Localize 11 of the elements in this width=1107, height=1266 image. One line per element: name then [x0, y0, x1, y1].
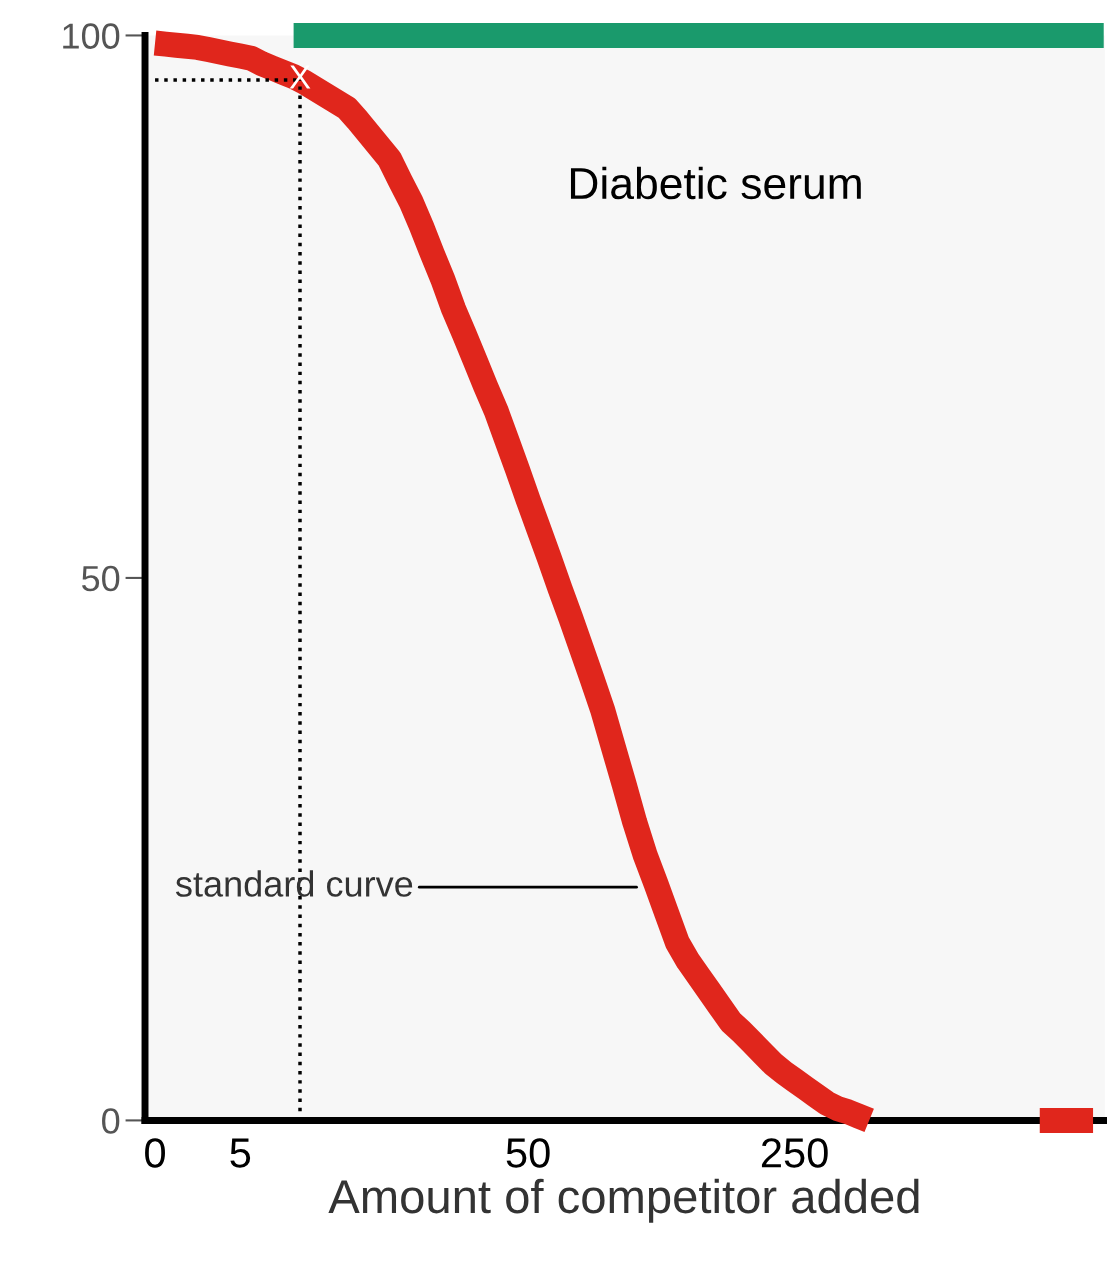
y-tick-label: 0 — [102, 1108, 120, 1134]
y-tick-label: 100 — [63, 23, 120, 49]
x-tick-label: 5 — [230, 1138, 251, 1168]
annotation: Diabetic serum — [570, 166, 861, 200]
x-tick-label: 250 — [761, 1138, 828, 1168]
y-tick-label: 50 — [81, 565, 120, 592]
x-tick-label: 0 — [145, 1138, 165, 1168]
x-axis-title: Amount of competitor added — [328, 1178, 919, 1223]
annotation: X — [289, 65, 311, 89]
x-tick-label: 50 — [506, 1138, 550, 1168]
annotation: standard curve — [175, 870, 413, 897]
